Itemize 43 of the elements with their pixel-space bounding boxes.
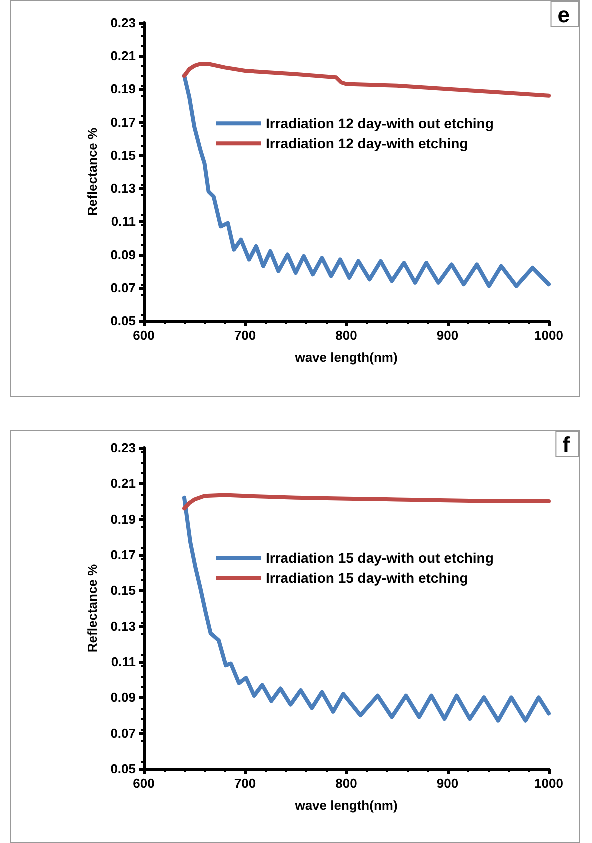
line-series [182,493,551,511]
y-tick-label: 0.21 [110,476,136,492]
legend-label: Irradiation 12 day-with etching [266,136,468,152]
x-axis-title: wave length(nm) [294,350,398,365]
y-tick-label: 0.15 [110,148,136,163]
x-tick-label: 1000 [534,328,564,343]
text: e [558,2,570,28]
y-tick-label: 0.23 [110,440,136,456]
x-tick-label: 900 [436,328,459,343]
line-series [182,62,551,98]
legend-label: Irradiation 12 day-with out etching [266,116,494,132]
y-tick-label: 0.09 [110,690,136,706]
y-tick-label: 0.11 [111,654,136,670]
x-tick-label: 600 [133,776,155,791]
legend-label: Irradiation 15 day-with etching [266,570,468,586]
x-tick-label: 900 [436,776,459,791]
y-tick-label: 0.13 [110,181,136,196]
text: f [562,432,571,458]
y-tick-label: 0.05 [110,762,136,776]
y-tick-label: 0.23 [110,16,136,30]
x-tick-label: 800 [336,328,358,343]
x-tick-label: 700 [234,328,256,343]
y-tick-label: 0.13 [110,618,136,634]
y-tick-label: 0.19 [110,512,136,527]
y-axis-title: Reflectance % [85,564,100,653]
x-tick-label: 600 [133,328,155,343]
x-tick-label: 700 [234,776,256,791]
x-axis-title: wave length(nm) [294,798,398,813]
y-tick-label: 0.19 [110,82,136,97]
y-tick-label: 0.05 [110,314,136,328]
y-tick-label: 0.15 [110,583,136,598]
y-tick-label: 0.21 [110,48,136,64]
x-tick-label: 800 [336,776,358,791]
legend-label: Irradiation 15 day-with out etching [266,550,494,566]
line-series [182,496,551,723]
y-tick-label: 0.07 [110,726,136,741]
y-tick-label: 0.17 [110,114,136,130]
y-tick-label: 0.09 [110,247,136,262]
y-axis-title: Reflectance % [85,127,100,216]
y-tick-label: 0.07 [110,280,136,296]
y-tick-label: 0.11 [111,214,136,230]
x-tick-label: 1000 [534,776,564,791]
y-tick-label: 0.17 [110,548,136,562]
